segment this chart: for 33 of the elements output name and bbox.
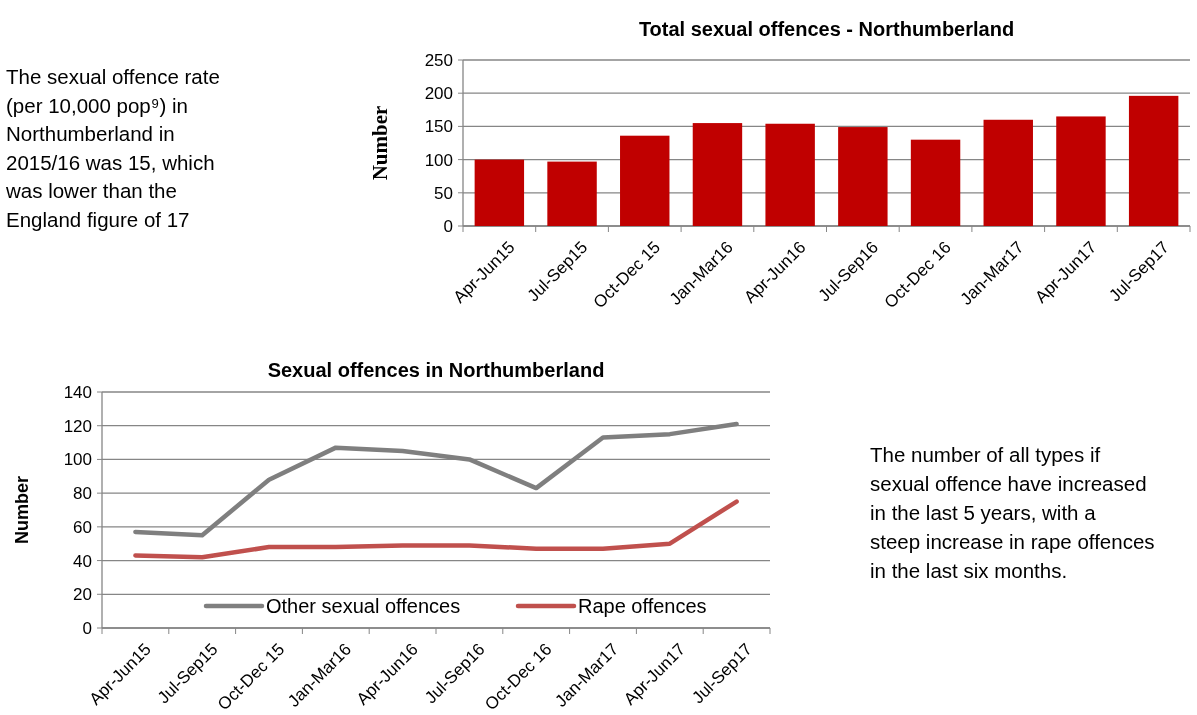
legend-label: Other sexual offences [266, 595, 461, 617]
bar [620, 135, 670, 226]
bar [547, 161, 597, 226]
y-tick-label: 150 [424, 117, 453, 137]
text: The sexual offence rate (per 10,000 pop⁹) in Northumberland in 2015/16 was 15, which was lower than the England figure of 17 [5, 65, 220, 231]
bar [765, 123, 815, 226]
bar [1128, 95, 1179, 226]
y-tick-label: 20 [73, 585, 92, 605]
bar [1056, 116, 1106, 226]
legend-label: Rape offences [578, 595, 707, 617]
bar [692, 123, 743, 226]
line-series [133, 499, 739, 560]
y-tick-label: 140 [63, 382, 92, 402]
bar [838, 127, 888, 226]
y-tick-label: 100 [424, 150, 453, 170]
y-axis-title: Number [12, 475, 33, 545]
y-tick-label: 100 [63, 450, 92, 470]
y-axis-title: Number [368, 105, 393, 181]
text: The number of all types if sexual offence have increased in the last 5 years, with a steep increase in rape offences in the last six months. [870, 443, 1155, 582]
y-tick-label: 50 [434, 183, 453, 203]
chart-title: Total sexual offences - Northumberland [638, 18, 1015, 40]
y-tick-label: 250 [424, 50, 453, 70]
y-tick-label: 60 [73, 517, 92, 537]
chart-title: Sexual offences in Northumberland [267, 359, 605, 381]
y-tick-label: 120 [63, 416, 92, 436]
bar [910, 139, 961, 226]
y-tick-label: 0 [443, 216, 453, 236]
y-tick-label: 40 [73, 551, 92, 571]
bar [474, 159, 525, 226]
y-tick-label: 80 [73, 484, 92, 504]
y-tick-label: 0 [82, 618, 92, 638]
y-tick-label: 200 [424, 84, 453, 104]
bar [983, 119, 1033, 226]
